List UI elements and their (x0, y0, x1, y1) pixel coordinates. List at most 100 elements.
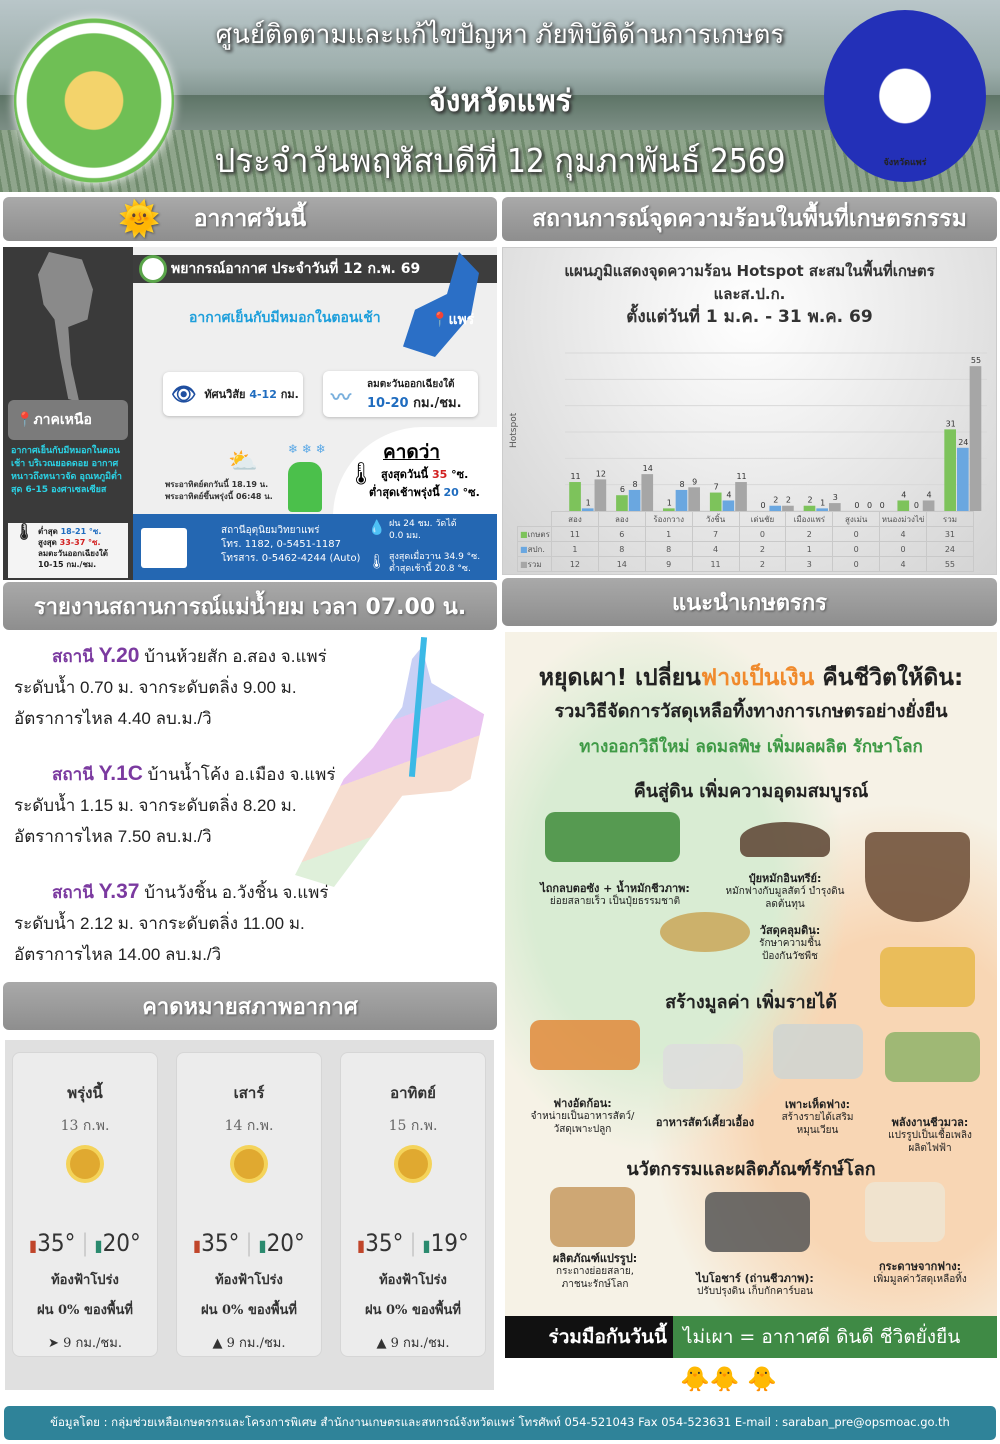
section-title: อากาศวันนี้ (193, 206, 307, 232)
advice-subtitle: รวมวิธีจัดการวัสดุเหลือทิ้งทางการเกษตรอย… (554, 701, 948, 722)
bar-รวม (828, 503, 841, 511)
tractor-icon (545, 812, 680, 862)
region-panel: 📍 ภาคเหนือ อากาศเย็นกับมีหมอกในตอนเช้า บร… (3, 247, 133, 580)
station-heading: สถานี Y.37 บ้านวังชิ้น อ.วังชิ้น จ.แพร่ (14, 876, 329, 908)
river-station: สถานี Y.1C บ้านน้ำโค้ง อ.เมือง จ.แพร่ ระด… (14, 758, 336, 852)
bar-เกษตร (803, 505, 816, 511)
bar-เกษตร (616, 495, 628, 511)
category-label: หนองม่วงไข่ (879, 511, 927, 527)
section-advice: แนะนำเกษตรกร (502, 578, 997, 626)
legend-swatch: ■ (520, 529, 528, 539)
table-cell: 8 (644, 541, 693, 557)
table-cell: 0 (879, 541, 927, 557)
divider: | (245, 1229, 253, 1257)
snowflake-icon: ❄ ❄ ❄ (288, 442, 326, 456)
table-cell: 7 (691, 526, 740, 542)
header-province: จังหวัดแพร่ (428, 84, 572, 119)
caption-text: รักษาความชื้น ป้องกันวัชพืช (759, 938, 821, 962)
table-cell: 0 (738, 526, 787, 542)
thermometer-icon: 🌡 (14, 522, 35, 541)
rice-field (0, 130, 1000, 192)
legend-entry: ■รวม (517, 556, 552, 572)
sunset: พระอาทิตย์ตกวันนี้ 18.19 น. (165, 480, 269, 489)
banner-slogan: ไม่เผา = อากาศดี ดินดี ชีวิตยั่งยืน (673, 1316, 997, 1358)
data-label: 3 (833, 493, 838, 502)
forecast-card: อาทิตย์ 15 ก.พ. ▮35° | ▮19° ท้องฟ้าโปร่ง ฝน 0%… (340, 1052, 486, 1357)
table-cell: 1 (551, 541, 599, 557)
sky-condition: ท้องฟ้าโปร่ง (379, 1273, 447, 1288)
table-header-row: สอง ลอง ร้องกวาง วังชิ้น เด่นชัย เมืองแพร่ สูง… (518, 511, 974, 527)
caption-text: ย่อยสลายเร็ว เป็นปุ๋ยธรรมชาติ (549, 896, 681, 907)
temp-row: ▮35° | ▮20° (177, 1229, 321, 1257)
wind-card: 〰 ลมตะวันออกเฉียงใต้ 10-20 กม./ชม. (323, 371, 478, 417)
table-cell: 14 (597, 556, 646, 572)
ministry-logo (14, 18, 174, 183)
raindrop-icon: 💧 (368, 520, 386, 536)
category-label: วังชิ้น (691, 511, 740, 527)
table-cell: 2 (738, 541, 787, 557)
bar-เกษตร (662, 508, 675, 511)
region-name: ภาคเหนือ (33, 412, 92, 428)
table-cell: 24 (926, 541, 974, 557)
bar-เกษตร (569, 482, 581, 511)
data-label: 1 (820, 498, 825, 507)
caption-title: อาหารสัตว์เคี้ยวเอื้อง (655, 1116, 755, 1129)
sunrise: พระอาทิตย์ขึ้นพรุ่งนี้ 06:48 น. (165, 492, 273, 501)
data-label: 4 (927, 490, 932, 499)
station-label: สถานี (52, 765, 94, 784)
forecast-title-bar: พยากรณ์อากาศ ประจำวันที่ 12 ก.พ. 69 (133, 255, 497, 283)
caption-mulch: วัสดุคลุมดิน: รักษาความชื้น ป้องกันวัชพืช (750, 924, 830, 963)
bar-สปก. (956, 447, 969, 511)
bar-สปก. (816, 508, 828, 511)
caption-text: ปรับปรุงดิน เก็บกักคาร์บอน (697, 1286, 813, 1297)
chart-data-table: สอง ลอง ร้องกวาง วังชิ้น เด่นชัย เมืองแพร่ สูง… (517, 511, 974, 572)
truck-icon (530, 1020, 640, 1070)
divider: | (409, 1229, 417, 1257)
weather-summary: อากาศเย็นกับมีหมอกในตอนเช้า (189, 310, 381, 326)
category-label: เมืองแพร่ (785, 511, 834, 527)
advice-infographic: หยุดเผา! เปลี่ยนฟางเป็นเงิน คืนชีวิตให้ด… (505, 632, 997, 1358)
region-max: 33-37 °ซ. (59, 538, 101, 547)
sun-icon (70, 1149, 100, 1179)
region-text: อากาศเย็นกับมีหมอกในตอนเช้า บริเวณยอดดอย… (11, 446, 122, 495)
caption-title: ปุ๋ยหมักอินทรีย์: (748, 872, 822, 885)
section-title: รายงานสถานการณ์แม่น้ำยม เวลา 07.00 น. (33, 594, 467, 620)
title-part: หยุดเผา! เปลี่ยน (538, 665, 701, 691)
caption-text: สร้างรายได้เสริม หมุนเวียน (781, 1112, 854, 1136)
thermometer-hot-icon: ▮ (357, 1236, 366, 1255)
forecast-date: 15 ก.พ. (388, 1118, 438, 1134)
data-label: 9 (692, 477, 697, 486)
header-title: ศูนย์ติดตามและแก้ไขปัญหา ภัยพิบัติด้านกา… (215, 20, 785, 50)
table-row: ■สปก. 1 8 8 4 2 1 0 0 24 (517, 541, 974, 557)
data-label: 0 (854, 501, 859, 510)
data-label: 2 (807, 496, 812, 505)
label: ต่ำสุด (38, 527, 58, 536)
table-cell: 11 (691, 556, 740, 572)
river-report: สถานี Y.20 บ้านห้วยสัก อ.สอง จ.แพร่ ระดับ… (0, 637, 500, 972)
tmd-logo-icon (139, 255, 167, 283)
logo-text: จังหวัดแพร่ (883, 158, 927, 168)
data-label: 0 (761, 501, 766, 510)
category-label: ลอง (597, 511, 646, 527)
data-label: 8 (679, 480, 684, 489)
forecast-day: พรุ่งนี้ (67, 1084, 103, 1102)
wind-speed: 9 กม./ชม. (390, 1336, 450, 1351)
legend-swatch: ■ (520, 544, 528, 554)
wind-speed: 10-20 (367, 396, 409, 411)
header-date: ประจำวันพฤหัสบดีที่ 12 กุมภาพันธ์ 2569 (214, 141, 786, 180)
caption-feed: อาหารสัตว์เคี้ยวเอื้อง (645, 1116, 765, 1129)
sun-icon (398, 1149, 428, 1179)
bar-เกษตร (897, 500, 910, 511)
sky-condition: ท้องฟ้าโปร่ง (215, 1273, 283, 1288)
wind-direction-icon: ▲ (376, 1336, 387, 1351)
data-label: 6 (620, 485, 625, 494)
bar-รวม (735, 482, 747, 511)
bar-รวม (782, 505, 794, 511)
flow-rate: อัตราการไหล 4.40 ลบ.ม./วิ (14, 709, 212, 728)
station-building-icon (141, 528, 187, 568)
caption-title: วัสดุคลุมดิน: (759, 924, 821, 937)
mascot-icon (288, 462, 322, 512)
wind-icon: 〰 (331, 385, 351, 409)
advice-tagline: ทางออกวิถีใหม่ ลดมลพิษ เพิ่มผลผลิต รักษา… (579, 737, 923, 757)
